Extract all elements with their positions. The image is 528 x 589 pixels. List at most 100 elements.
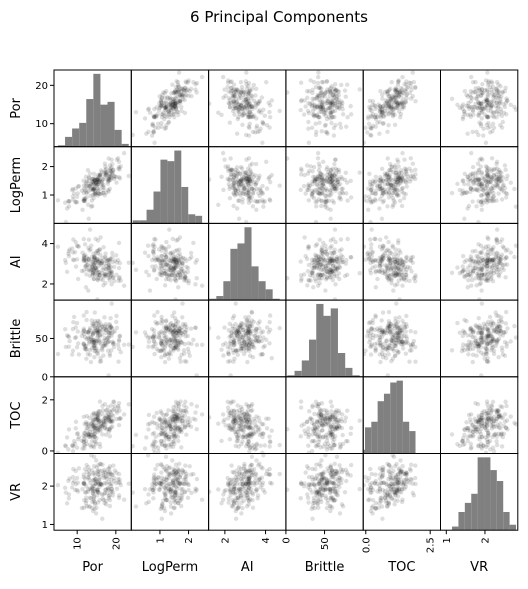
scatter-point bbox=[317, 178, 322, 183]
scatter-point bbox=[319, 86, 324, 91]
scatter-point bbox=[179, 267, 184, 272]
scatter-point bbox=[164, 114, 169, 119]
scatter-point bbox=[328, 176, 333, 181]
scatter-point bbox=[102, 272, 107, 278]
scatter-point bbox=[491, 328, 497, 333]
scatter-point bbox=[381, 187, 386, 193]
scatter-point bbox=[155, 255, 160, 260]
scatter-point bbox=[101, 418, 106, 424]
scatter-point bbox=[81, 326, 87, 331]
scatter-point bbox=[368, 219, 373, 224]
scatter-point bbox=[98, 276, 104, 281]
scatter-point bbox=[467, 172, 473, 178]
scatter-point bbox=[491, 93, 497, 98]
scatter-point bbox=[103, 267, 108, 272]
scatter-point bbox=[166, 96, 171, 101]
scatter-point bbox=[490, 257, 496, 262]
scatter-point bbox=[318, 445, 323, 450]
scatter-point bbox=[305, 171, 311, 176]
scatter-point bbox=[254, 442, 259, 448]
scatter-point bbox=[468, 346, 473, 352]
scatter-point bbox=[317, 184, 322, 189]
scatter-point bbox=[495, 105, 500, 110]
scatter-point bbox=[496, 88, 502, 94]
scatter-point bbox=[470, 359, 475, 365]
scatter-point bbox=[315, 257, 321, 263]
scatter-point bbox=[459, 191, 465, 197]
scatter-point bbox=[397, 328, 403, 333]
scatter-point bbox=[184, 278, 189, 283]
scatter-point bbox=[249, 176, 254, 182]
scatter-point bbox=[385, 129, 390, 135]
scatter-point bbox=[260, 351, 265, 357]
scatter-point bbox=[231, 103, 237, 109]
scatter-point bbox=[393, 259, 398, 265]
scatter-point bbox=[401, 191, 406, 196]
scatter-point bbox=[267, 440, 273, 445]
scatter-point bbox=[234, 104, 239, 109]
scatter-point bbox=[247, 178, 253, 183]
scatter-point bbox=[91, 185, 97, 191]
scatter-point bbox=[91, 433, 96, 438]
scatter-point bbox=[172, 428, 178, 433]
scatter-point bbox=[479, 110, 484, 115]
scatter-point bbox=[156, 334, 162, 339]
scatter-point bbox=[101, 421, 106, 427]
scatter-point bbox=[262, 199, 267, 204]
scatter-point bbox=[238, 423, 243, 428]
scatter-point bbox=[490, 264, 495, 269]
scatter-point bbox=[328, 258, 334, 264]
scatter-point bbox=[162, 431, 167, 436]
scatter-point bbox=[107, 263, 112, 268]
scatter-point bbox=[330, 426, 335, 432]
scatter-point bbox=[100, 190, 105, 196]
scatter-point bbox=[87, 184, 93, 189]
scatter-point bbox=[504, 98, 510, 103]
scatter-point bbox=[472, 104, 478, 110]
scatter-point bbox=[184, 88, 189, 93]
scatter-point bbox=[159, 270, 165, 275]
scatter-point bbox=[373, 106, 378, 112]
scatter-point bbox=[325, 269, 330, 274]
scatter-point bbox=[82, 242, 88, 247]
scatter-point bbox=[499, 94, 504, 99]
scatter-point bbox=[167, 95, 173, 100]
cell-Brittle-vs-VR bbox=[440, 299, 519, 378]
scatter-point bbox=[173, 99, 178, 105]
scatter-point bbox=[484, 264, 490, 269]
scatter-point bbox=[484, 87, 490, 92]
scatter-point bbox=[159, 427, 164, 433]
scatter-point bbox=[480, 82, 485, 87]
scatter-point bbox=[93, 414, 99, 419]
scatter-point bbox=[62, 257, 68, 263]
scatter-point bbox=[484, 338, 489, 343]
scatter-point bbox=[373, 333, 379, 339]
scatter-point bbox=[170, 323, 176, 328]
scatter-point bbox=[247, 419, 253, 424]
scatter-point bbox=[393, 251, 398, 256]
scatter-point bbox=[86, 431, 92, 437]
scatter-point bbox=[147, 335, 153, 340]
scatter-point bbox=[104, 325, 110, 330]
scatter-point bbox=[253, 161, 259, 167]
scatter-point bbox=[257, 186, 262, 192]
scatter-point bbox=[327, 105, 333, 111]
scatter-point bbox=[248, 114, 254, 120]
scatter-point bbox=[75, 437, 81, 442]
scatter-point bbox=[342, 177, 348, 183]
scatter-point bbox=[159, 100, 164, 105]
scatter-point bbox=[485, 114, 490, 120]
scatter-point bbox=[173, 423, 178, 428]
scatter-point bbox=[160, 428, 166, 434]
scatter-point bbox=[64, 269, 70, 274]
scatter-point bbox=[473, 79, 478, 85]
scatter-point bbox=[494, 176, 499, 181]
scatter-point bbox=[314, 418, 320, 424]
scatter-point bbox=[208, 415, 212, 420]
scatter-point bbox=[316, 254, 322, 260]
scatter-point bbox=[177, 251, 182, 256]
scatter-point bbox=[479, 101, 484, 106]
scatter-point bbox=[321, 159, 326, 164]
scatter-point bbox=[392, 179, 397, 185]
scatter-point bbox=[379, 107, 384, 112]
